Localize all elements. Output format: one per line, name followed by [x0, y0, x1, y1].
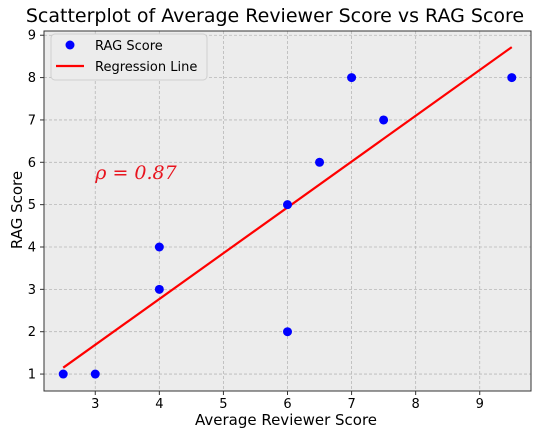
chart-title: Scatterplot of Average Reviewer Score vs…: [26, 5, 524, 27]
x-tick-label: 9: [476, 397, 484, 412]
x-tick-label: 8: [412, 397, 420, 412]
y-tick-label: 3: [28, 283, 36, 298]
axis-ticks: 3 4 5 6 7 8 9 1 2 3 4 5 6 7 8 9: [28, 29, 484, 412]
scatter-point: [347, 73, 357, 83]
scatter-point: [154, 284, 164, 294]
x-tick-label: 4: [155, 397, 163, 412]
legend-box: [50, 33, 208, 81]
y-axis-label: RAG Score: [8, 171, 26, 249]
scatter-point: [90, 369, 100, 379]
scatter-point: [283, 327, 292, 337]
scatter-point: [154, 242, 164, 252]
scatter-point: [58, 369, 68, 379]
scatter-point: [315, 157, 325, 167]
y-tick-label: 1: [28, 368, 36, 383]
scatter-point: [283, 200, 292, 210]
scatter-point: [507, 73, 517, 83]
x-axis-label: Average Reviewer Score: [195, 411, 377, 429]
plot-frame: [43, 30, 532, 392]
x-tick-label: 7: [347, 397, 355, 412]
y-tick-label: 8: [28, 71, 36, 86]
scatter-points: [58, 73, 517, 379]
x-tick-label: 3: [91, 397, 99, 412]
y-tick-label: 2: [28, 325, 36, 340]
y-tick-label: 5: [28, 198, 36, 213]
legend-line-label: Regression Line: [95, 60, 197, 75]
x-tick-label: 5: [219, 397, 227, 412]
correlation-annotation: ρ = 0.87: [94, 162, 177, 184]
y-tick-label: 7: [28, 113, 36, 128]
y-tick-label: 6: [28, 156, 36, 171]
legend: RAG Score Regression Line: [50, 33, 208, 81]
scatter-point: [379, 115, 389, 125]
y-tick-label: 9: [28, 29, 36, 44]
y-tick-label: 4: [28, 241, 36, 256]
grid-lines: [44, 31, 531, 391]
legend-scatter-marker: [65, 40, 75, 50]
legend-scatter-label: RAG Score: [95, 39, 163, 54]
x-tick-label: 6: [283, 397, 291, 412]
